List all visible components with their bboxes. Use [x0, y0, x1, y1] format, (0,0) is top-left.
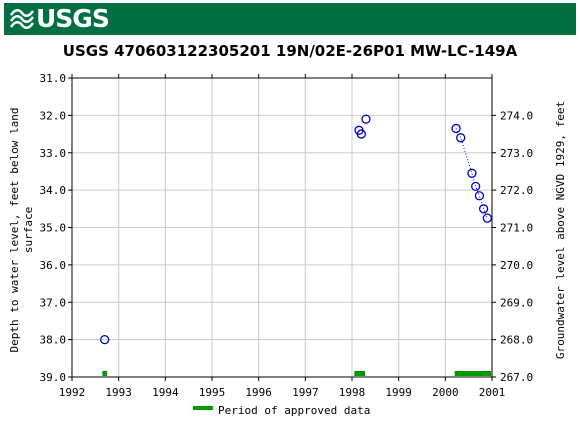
y-axis-right-ticks: 274.0 273.0 272.0 271.0 270.0 269.0 268.0 267.0 [492, 109, 533, 384]
y-axis-left-label-line1: Depth to water level, feet below land [8, 107, 21, 352]
x-tick-label: 1992 [59, 386, 86, 399]
approved-periods [102, 371, 492, 376]
x-tick-label: 1995 [199, 386, 226, 399]
x-tick-label: 2001 [479, 386, 506, 399]
y-right-tick-label: 272.0 [500, 184, 533, 197]
data-point [478, 204, 489, 214]
usgs-wave-icon [10, 9, 34, 29]
legend-label: Period of approved data [218, 404, 370, 417]
data-point [471, 181, 481, 192]
y-left-tick-label: 31.0 [40, 72, 67, 85]
y-left-tick-label: 33.0 [40, 147, 67, 160]
y-right-tick-label: 269.0 [500, 296, 533, 309]
y-left-tick-label: 38.0 [40, 334, 67, 347]
data-point [467, 168, 477, 178]
y-left-tick-label: 35.0 [40, 222, 67, 235]
data-point [100, 334, 110, 345]
data-series [100, 114, 492, 345]
x-tick-label: 1996 [245, 386, 272, 399]
legend-swatch [193, 406, 213, 410]
data-point [361, 114, 371, 124]
y-right-tick-label: 274.0 [500, 109, 533, 122]
legend: Period of approved data [193, 404, 370, 417]
y-right-tick-label: 267.0 [500, 371, 533, 384]
y-left-tick-label: 39.0 [40, 371, 67, 384]
approved-period-bar [102, 371, 107, 376]
x-tick-label: 2000 [432, 386, 459, 399]
data-point [356, 129, 366, 139]
data-point [474, 191, 485, 201]
x-tick-label: 1998 [339, 386, 366, 399]
usgs-logo: USGS [10, 4, 110, 33]
y-left-tick-label: 34.0 [40, 184, 67, 197]
data-point [456, 133, 466, 143]
approved-period-bar [354, 371, 366, 376]
chart-title: USGS 470603122305201 19N/02E-26P01 MW-LC… [62, 42, 518, 60]
y-axis-left-ticks: 31.0 32.0 33.0 34.0 35.0 36.0 37.0 38.0 39.0 [40, 72, 72, 384]
y-axis-left-label-line2: surface [22, 207, 35, 253]
approved-period-bar [454, 371, 492, 376]
data-point [451, 123, 461, 134]
x-tick-label: 1997 [292, 386, 319, 399]
y-left-tick-label: 32.0 [40, 109, 67, 122]
x-tick-label: 1999 [385, 386, 412, 399]
y-right-tick-label: 273.0 [500, 147, 533, 160]
x-tick-label: 1993 [105, 386, 132, 399]
y-left-tick-label: 36.0 [40, 259, 67, 272]
usgs-banner: USGS [4, 3, 576, 35]
usgs-logo-text: USGS [36, 4, 110, 33]
y-axis-right-label: Groundwater level above NGVD 1929, feet [554, 101, 567, 359]
y-right-tick-label: 270.0 [500, 259, 533, 272]
y-right-tick-label: 268.0 [500, 334, 533, 347]
x-axis-ticks: 1992 1993 1994 1995 1996 1997 1998 1999 2000 2001 [59, 74, 506, 399]
data-point [482, 213, 492, 223]
y-left-tick-label: 37.0 [40, 296, 67, 309]
y-right-tick-label: 271.0 [500, 222, 533, 235]
x-tick-label: 1994 [152, 386, 179, 399]
grid [72, 78, 492, 377]
